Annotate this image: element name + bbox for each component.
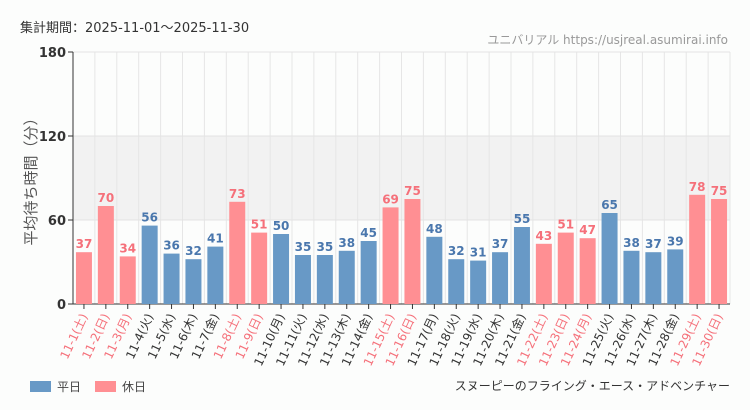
data-label: 73 <box>229 187 246 201</box>
data-label: 51 <box>557 218 574 232</box>
data-label: 78 <box>689 180 706 194</box>
data-label: 45 <box>360 226 377 240</box>
data-label: 35 <box>316 240 333 254</box>
bar <box>535 243 552 304</box>
legend-holiday-label: 休日 <box>122 380 147 394</box>
data-label: 55 <box>514 212 531 226</box>
bar <box>207 246 224 304</box>
bar <box>229 201 246 304</box>
data-label: 70 <box>97 191 114 205</box>
y-axis-label: 平均待ち時間（分） <box>22 110 40 245</box>
bar <box>273 234 290 304</box>
data-label: 35 <box>295 240 312 254</box>
attraction-name: スヌーピーのフライング・エース・アドベンチャー <box>454 379 730 393</box>
data-label: 32 <box>185 244 202 258</box>
bar <box>470 260 487 304</box>
data-label: 36 <box>163 239 180 253</box>
bar <box>557 232 574 304</box>
y-tick-label: 0 <box>57 298 66 313</box>
bar <box>645 252 662 304</box>
bar <box>75 252 92 304</box>
data-label: 65 <box>601 198 618 212</box>
y-tick-label: 180 <box>39 46 66 61</box>
bar <box>119 256 136 304</box>
bar <box>360 241 377 304</box>
bar <box>711 199 728 304</box>
data-label: 34 <box>119 241 136 255</box>
data-label: 43 <box>535 229 552 243</box>
period-label: 集計期間：2025-11-01～2025-11-30 <box>20 21 250 36</box>
bar <box>601 213 618 304</box>
bar <box>579 238 596 304</box>
bar <box>492 252 509 304</box>
bar <box>404 199 421 304</box>
bar <box>316 255 333 304</box>
data-label: 51 <box>251 218 268 232</box>
data-label: 32 <box>448 244 465 258</box>
legend: 平日 休日 <box>30 378 146 395</box>
bar <box>623 250 640 304</box>
data-label: 47 <box>579 223 596 237</box>
bar <box>667 249 684 304</box>
data-label: 48 <box>426 222 443 236</box>
bar <box>513 227 530 304</box>
data-label: 41 <box>207 232 224 246</box>
bar <box>163 253 180 304</box>
y-tick-label: 60 <box>48 214 66 229</box>
data-label: 37 <box>76 237 93 251</box>
data-label: 38 <box>623 236 640 250</box>
legend-weekday: 平日 <box>30 378 81 395</box>
site-credit: ユニバリアル https://usjreal.asumirai.info <box>487 33 728 47</box>
data-label: 75 <box>711 184 728 198</box>
data-label: 37 <box>645 237 662 251</box>
holiday-swatch <box>95 381 117 392</box>
bar <box>141 225 158 304</box>
bar <box>294 255 311 304</box>
data-label: 31 <box>470 246 487 260</box>
bar <box>185 259 202 304</box>
weekday-swatch <box>30 381 51 392</box>
legend-weekday-label: 平日 <box>57 380 82 394</box>
legend-holiday: 休日 <box>95 378 146 395</box>
data-label: 50 <box>273 219 290 233</box>
y-tick-label: 120 <box>39 130 66 145</box>
bar <box>448 259 465 304</box>
bar <box>426 236 443 304</box>
bar <box>689 194 706 304</box>
bar <box>97 206 114 304</box>
data-label: 38 <box>338 236 355 250</box>
bar <box>382 207 399 304</box>
bar <box>251 232 268 304</box>
data-label: 37 <box>492 237 509 251</box>
bar <box>338 250 355 304</box>
data-label: 39 <box>667 234 684 248</box>
data-label: 75 <box>404 184 421 198</box>
data-label: 69 <box>382 192 399 206</box>
data-label: 56 <box>141 211 158 225</box>
